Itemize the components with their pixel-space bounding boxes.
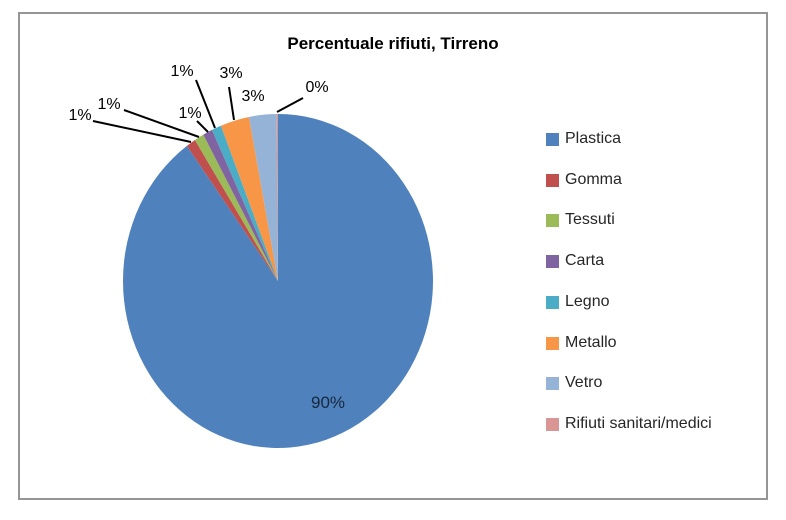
legend-label: Legno <box>565 293 610 310</box>
legend-item-legno[interactable]: Legno <box>546 293 610 311</box>
label-leader-line-metallo <box>228 86 235 121</box>
legend-label: Tessuti <box>565 211 615 228</box>
legend-swatch-vetro <box>546 376 559 390</box>
legend-swatch-plastica <box>546 132 559 146</box>
legend-item-carta[interactable]: Carta <box>546 252 604 270</box>
legend-item-gomma[interactable]: Gomma <box>546 171 622 189</box>
pie-slice-gomma[interactable] <box>186 140 278 281</box>
legend-label: Rifiuti sanitari/medici <box>565 415 712 432</box>
pie-slice-tessuti[interactable] <box>194 134 278 281</box>
pie-slice-carta[interactable] <box>203 129 278 281</box>
legend-label: Carta <box>565 252 605 269</box>
legend-swatch-gomma <box>546 173 559 187</box>
pie-slice-rifiuti-sanitari-medici[interactable] <box>276 114 278 281</box>
legend-label: Gomma <box>565 171 622 188</box>
label-leader-line-rifiuti-sanitari-medici <box>276 97 304 113</box>
pie-slice-plastica[interactable] <box>122 114 433 449</box>
pie-slice-vetro[interactable] <box>248 114 278 281</box>
chart-title: Percentuale rifiuti, Tirreno <box>287 34 499 53</box>
pie-slice-metallo[interactable] <box>220 116 278 282</box>
pie-slice-legno[interactable] <box>212 125 278 281</box>
legend-item-plastica[interactable]: Plastica <box>546 130 621 148</box>
legend-item-tessuti[interactable]: Tessuti <box>546 211 615 229</box>
legend-item-vetro[interactable]: Vetro <box>546 374 602 392</box>
legend-label: Vetro <box>565 374 603 391</box>
legend-item-metallo[interactable]: Metallo <box>546 334 617 352</box>
legend-swatch-tessuti <box>546 213 559 227</box>
label-leader-line-carta <box>196 120 209 133</box>
legend-swatch-carta <box>546 254 559 268</box>
label-leader-line-tessuti <box>123 109 200 138</box>
legend-swatch-legno <box>546 295 559 309</box>
legend-item-rifiuti-sanitari-medici[interactable]: Rifiuti sanitari/medici <box>546 415 712 433</box>
legend-label: Metallo <box>565 334 617 351</box>
label-leader-line-legno <box>195 79 216 129</box>
legend-swatch-metallo <box>546 336 559 350</box>
legend-swatch-rifiuti-sanitari-medici <box>546 417 559 431</box>
legend-label: Plastica <box>565 130 622 147</box>
label-leader-line-gomma <box>92 120 192 143</box>
